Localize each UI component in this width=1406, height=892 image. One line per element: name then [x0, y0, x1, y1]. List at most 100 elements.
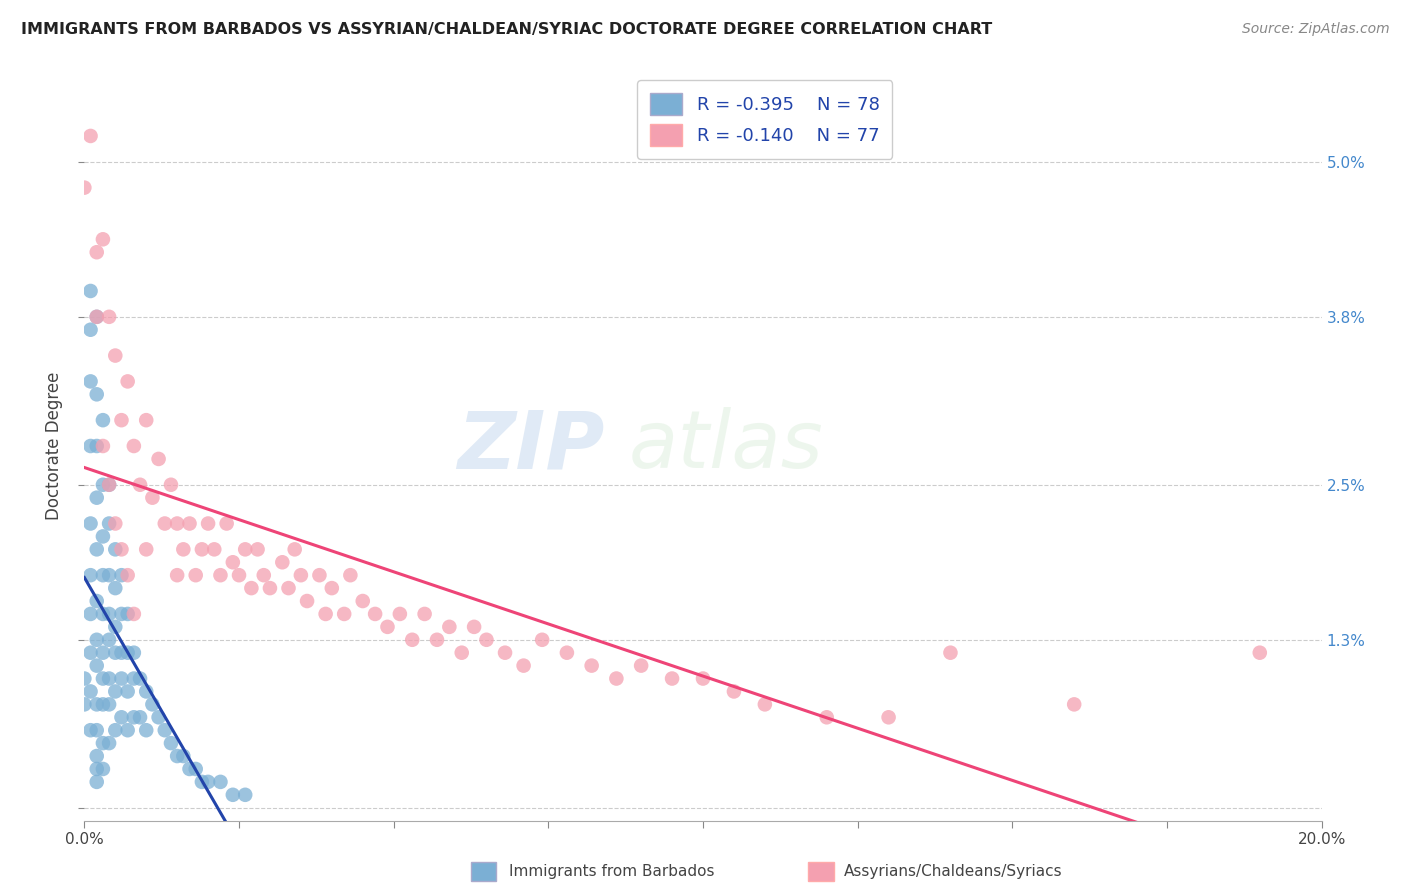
Point: [98, 672, 121, 686]
Point: [605, 672, 627, 686]
Point: [661, 672, 683, 686]
Point: [98, 736, 121, 750]
Text: Immigrants from Barbados: Immigrants from Barbados: [509, 864, 714, 879]
Point: [240, 581, 263, 595]
Point: [104, 581, 127, 595]
Point: [222, 788, 245, 802]
Point: [110, 646, 132, 660]
Point: [815, 710, 838, 724]
Point: [117, 568, 139, 582]
Point: [86, 245, 108, 260]
Point: [104, 646, 127, 660]
Point: [191, 775, 214, 789]
Point: [122, 607, 145, 621]
Point: [86, 762, 108, 776]
Point: [463, 620, 485, 634]
Point: [86, 439, 108, 453]
Point: [86, 698, 108, 712]
Y-axis label: Doctorate Degree: Doctorate Degree: [45, 372, 63, 520]
Point: [91, 529, 114, 543]
Point: [153, 723, 176, 738]
Point: [166, 749, 188, 764]
Point: [209, 568, 232, 582]
Point: [79, 375, 101, 389]
Point: [98, 607, 121, 621]
Point: [91, 232, 114, 246]
Point: [79, 684, 101, 698]
Point: [86, 775, 108, 789]
Point: [450, 646, 472, 660]
Point: [754, 698, 776, 712]
Point: [86, 310, 108, 324]
Point: [512, 658, 534, 673]
Point: [401, 632, 423, 647]
Point: [110, 413, 132, 427]
Point: [91, 698, 114, 712]
Point: [321, 581, 343, 595]
Point: [73, 672, 96, 686]
Point: [228, 568, 250, 582]
Point: [79, 323, 101, 337]
Point: [98, 568, 121, 582]
Point: [253, 568, 276, 582]
Point: [117, 607, 139, 621]
Point: [413, 607, 436, 621]
Point: [79, 568, 101, 582]
Point: [135, 413, 157, 427]
Point: [259, 581, 281, 595]
Point: [1063, 698, 1085, 712]
Point: [939, 646, 962, 660]
Text: Source: ZipAtlas.com: Source: ZipAtlas.com: [1241, 22, 1389, 37]
Point: [91, 568, 114, 582]
Point: [86, 658, 108, 673]
Point: [692, 672, 714, 686]
Point: [129, 477, 152, 491]
Point: [79, 723, 101, 738]
Point: [141, 698, 163, 712]
Point: [79, 128, 101, 143]
Text: IMMIGRANTS FROM BARBADOS VS ASSYRIAN/CHALDEAN/SYRIAC DOCTORATE DEGREE CORRELATIO: IMMIGRANTS FROM BARBADOS VS ASSYRIAN/CHA…: [21, 22, 993, 37]
Point: [202, 542, 225, 557]
Point: [215, 516, 238, 531]
Point: [86, 542, 108, 557]
Point: [333, 607, 356, 621]
Text: atlas: atlas: [628, 407, 824, 485]
Point: [179, 516, 201, 531]
Point: [166, 568, 188, 582]
Point: [135, 542, 157, 557]
Point: [91, 762, 114, 776]
Point: [79, 284, 101, 298]
Point: [104, 723, 127, 738]
Point: [233, 542, 256, 557]
Point: [110, 542, 132, 557]
Point: [197, 775, 219, 789]
Point: [91, 413, 114, 427]
Point: [135, 684, 157, 698]
Point: [79, 607, 101, 621]
Point: [339, 568, 361, 582]
Point: [166, 516, 188, 531]
Point: [91, 672, 114, 686]
Point: [172, 542, 194, 557]
Point: [91, 736, 114, 750]
Point: [475, 632, 498, 647]
Point: [104, 620, 127, 634]
Legend: R = -0.395    N = 78, R = -0.140    N = 77: R = -0.395 N = 78, R = -0.140 N = 77: [637, 80, 893, 159]
Point: [352, 594, 374, 608]
Point: [295, 594, 318, 608]
Point: [91, 477, 114, 491]
Text: Assyrians/Chaldeans/Syriacs: Assyrians/Chaldeans/Syriacs: [844, 864, 1062, 879]
Point: [104, 516, 127, 531]
Point: [86, 491, 108, 505]
Point: [377, 620, 399, 634]
Point: [439, 620, 461, 634]
Point: [148, 710, 170, 724]
Point: [104, 542, 127, 557]
Point: [315, 607, 337, 621]
Point: [129, 672, 152, 686]
Point: [91, 646, 114, 660]
Point: [79, 439, 101, 453]
Point: [184, 762, 207, 776]
Point: [117, 646, 139, 660]
Point: [172, 749, 194, 764]
